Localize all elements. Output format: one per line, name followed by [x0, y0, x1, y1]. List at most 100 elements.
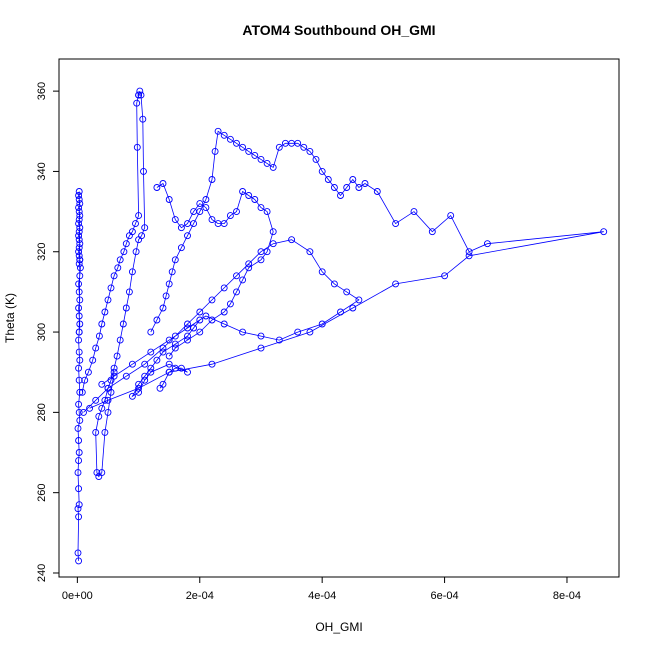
data-point	[75, 513, 83, 521]
series-line-5	[156, 182, 274, 357]
data-point	[245, 260, 253, 268]
data-point	[159, 180, 167, 187]
data-point	[306, 147, 314, 155]
data-point	[245, 264, 253, 272]
data-point	[75, 348, 83, 356]
data-point	[165, 360, 173, 368]
data-point	[288, 236, 296, 244]
y-tick-label: 280	[36, 403, 48, 421]
y-axis-label: Theta (K)	[3, 293, 17, 343]
data-point	[202, 196, 210, 203]
data-point	[75, 557, 83, 565]
data-point	[465, 252, 473, 260]
data-point	[184, 336, 191, 344]
data-point	[137, 91, 145, 99]
data-point	[245, 192, 253, 199]
data-point	[233, 272, 240, 280]
data-point	[74, 424, 82, 432]
data-point	[410, 208, 418, 216]
data-point	[75, 216, 83, 224]
data-point	[122, 240, 130, 248]
data-point	[74, 549, 82, 557]
data-point	[75, 204, 83, 212]
data-point	[128, 228, 136, 236]
data-point	[355, 296, 363, 304]
data-point	[75, 252, 83, 260]
data-point	[245, 147, 253, 155]
data-point	[140, 167, 147, 175]
data-point	[141, 224, 149, 232]
data-point	[78, 388, 86, 396]
data-point	[119, 320, 127, 328]
data-point	[220, 308, 228, 316]
data-point	[269, 228, 277, 236]
x-tick-label: 2e-04	[186, 590, 214, 602]
data-point	[220, 220, 228, 228]
data-point	[75, 236, 83, 244]
y-tick-label: 360	[36, 82, 48, 100]
data-point	[361, 180, 369, 187]
data-point	[202, 312, 210, 320]
data-point	[226, 212, 234, 220]
data-point	[98, 404, 106, 412]
data-point	[257, 204, 265, 212]
data-point	[75, 449, 83, 456]
data-point	[86, 404, 94, 412]
data-point	[76, 240, 84, 248]
data-point	[75, 437, 83, 444]
data-point	[116, 336, 124, 344]
data-point	[76, 388, 84, 396]
data-point	[80, 408, 87, 416]
plot-frame	[58, 58, 620, 578]
data-point	[75, 248, 83, 256]
data-point	[177, 364, 185, 372]
data-point	[318, 268, 326, 276]
data-point	[171, 340, 179, 348]
data-point	[141, 372, 149, 380]
data-point	[165, 280, 173, 288]
data-point	[122, 304, 130, 312]
data-point	[114, 264, 122, 272]
data-point	[392, 220, 400, 228]
data-point	[239, 276, 247, 284]
data-point	[208, 360, 216, 368]
data-point	[133, 99, 141, 107]
data-point	[75, 220, 83, 228]
data-point	[355, 184, 363, 191]
data-point	[98, 469, 106, 477]
data-point	[136, 87, 144, 95]
x-tick-label: 4e-04	[308, 590, 336, 602]
data-point	[324, 176, 332, 183]
data-point	[159, 348, 167, 356]
data-point	[75, 457, 83, 465]
data-point	[107, 284, 115, 292]
data-point	[373, 188, 381, 195]
data-point	[75, 400, 83, 408]
data-point	[306, 248, 314, 256]
data-point	[263, 159, 271, 167]
data-point	[184, 232, 191, 240]
data-point	[128, 360, 136, 368]
data-point	[75, 312, 83, 320]
y-tick-label: 260	[36, 483, 48, 501]
data-point	[159, 344, 167, 352]
x-axis: 0e+00 2e-04 4e-04 6e-04 8e-04	[62, 577, 581, 602]
data-point	[75, 244, 83, 252]
data-point	[75, 228, 83, 236]
x-tick-label: 0e+00	[62, 590, 93, 602]
data-point	[226, 135, 234, 143]
data-point	[101, 428, 109, 436]
data-point	[239, 188, 247, 195]
data-point	[120, 248, 128, 256]
x-tick-label: 8e-04	[553, 590, 581, 602]
data-point	[95, 412, 103, 420]
chart-title: ATOM4 Southbound OH_GMI	[242, 22, 435, 38]
data-point	[75, 485, 83, 493]
data-point	[75, 376, 83, 384]
data-point	[135, 212, 143, 220]
data-point	[447, 212, 455, 220]
data-point	[441, 272, 449, 280]
data-point	[168, 268, 176, 276]
data-point	[75, 196, 83, 203]
